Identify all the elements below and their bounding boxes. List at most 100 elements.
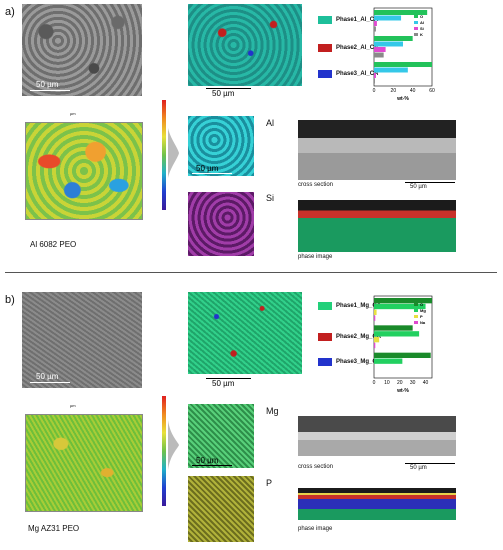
bar-Phase2_Mg_CA-Na xyxy=(374,342,376,349)
phase-image-caption: phase image xyxy=(298,526,333,532)
phase1-label: Phase1_Al_CA xyxy=(336,17,379,23)
bar-Phase2_Al_CA-O xyxy=(374,36,413,41)
legend-swatch-Na xyxy=(414,321,418,324)
topo-axis-ticks xyxy=(25,114,33,120)
scale-label: 50 µm xyxy=(36,80,59,89)
topography-al xyxy=(25,122,143,220)
scale-label: 50 µm xyxy=(212,89,235,98)
legend-label-Al: Al xyxy=(420,20,424,25)
scale-label: 50 µm xyxy=(36,372,59,381)
scale-bar xyxy=(30,90,70,91)
colorbar xyxy=(162,396,166,506)
x-tick-label: 40 xyxy=(423,380,429,386)
legend-swatch-Al xyxy=(414,21,418,24)
cross-section-al xyxy=(298,120,456,180)
legend-label-Na: Na xyxy=(420,320,426,325)
phase3-label: Phase3_Mg_CA xyxy=(336,359,382,365)
x-tick-label: 10 xyxy=(384,380,390,386)
legend-label-Mg: Mg xyxy=(420,308,426,313)
phase3-label: Phase3_Al_CA xyxy=(336,71,379,77)
scale-bar xyxy=(30,382,70,383)
scale-bar xyxy=(405,463,455,464)
phase1-label: Phase1_Mg_CA xyxy=(336,303,382,309)
phase-image-mg xyxy=(298,488,456,520)
scale-label: 50 µm xyxy=(410,184,427,190)
map-label-al: Al xyxy=(266,118,275,128)
map-label-si: Si xyxy=(266,193,275,203)
phase-map-mg xyxy=(188,292,302,374)
bar-Phase2_Mg_CA-P xyxy=(374,337,380,343)
bar-Phase2_Al_CA-K xyxy=(374,52,384,58)
bar-Phase3_Mg_CA-Mg xyxy=(374,358,403,364)
x-tick-label: 30 xyxy=(410,380,416,386)
x-tick-label: 60 xyxy=(429,88,435,94)
phase2-label: Phase2_Mg_CA xyxy=(336,334,382,340)
panel-divider xyxy=(5,272,497,273)
bar-Phase3_Al_CA-Al xyxy=(374,67,408,73)
legend-swatch-O xyxy=(414,303,418,306)
height-distribution xyxy=(168,420,179,470)
x-tick-label: 20 xyxy=(397,380,403,386)
scale-bar xyxy=(405,182,455,183)
legend-swatch-K xyxy=(414,33,418,36)
height-distribution xyxy=(168,128,179,178)
bar-Phase3_Mg_CA-O xyxy=(374,352,431,358)
phase3-swatch xyxy=(318,358,332,366)
bar-Phase3_Al_CA-O xyxy=(374,62,432,67)
scale-label: 50 µm xyxy=(212,379,235,388)
element-map-p xyxy=(188,476,254,542)
map-label-p: P xyxy=(266,478,273,488)
x-tick-label: 40 xyxy=(410,88,416,94)
scale-bar xyxy=(206,88,251,89)
legend-label-O: O xyxy=(420,14,423,19)
legend-label-P: P xyxy=(420,314,423,319)
bar-Phase1_Mg_CA-Mg xyxy=(374,303,426,310)
colorbar xyxy=(162,100,166,210)
scale-bar xyxy=(192,465,232,466)
cross-section-mg xyxy=(298,416,456,456)
element-map-si xyxy=(188,192,254,256)
legend-label-O: O xyxy=(420,302,423,307)
scale-label: 50 µm xyxy=(196,456,219,465)
sem-image-mg: 50 µm xyxy=(22,292,142,388)
legend-swatch-Si xyxy=(414,27,418,30)
topography-mg xyxy=(25,414,143,512)
cross-section-caption: cross section xyxy=(298,464,334,470)
phase-image-caption: phase image xyxy=(298,254,333,260)
scale-label: 50 µm xyxy=(196,164,219,173)
sample-label: Mg AZ31 PEO xyxy=(28,524,80,533)
x-tick-label: 0 xyxy=(373,380,376,386)
bar-Phase1_Mg_CA-P xyxy=(374,309,377,315)
scale-bar xyxy=(192,173,232,174)
bar-Phase1_Mg_CA-Na xyxy=(374,315,376,321)
x-tick-label: 0 xyxy=(373,88,376,94)
panel-b-letter: b) xyxy=(5,294,15,306)
legend-label-Si: Si xyxy=(420,26,424,31)
phase2-swatch xyxy=(318,44,332,52)
bar-Phase2_Al_CA-Al xyxy=(374,41,403,47)
sample-label: Al 6082 PEO xyxy=(30,240,77,249)
x-tick-label: 20 xyxy=(391,88,397,94)
topo-axis-unit: µm xyxy=(70,403,76,408)
legend-swatch-Mg xyxy=(414,309,418,312)
scale-bar xyxy=(206,378,251,379)
legend-swatch-O xyxy=(414,15,418,18)
legend-swatch-P xyxy=(414,315,418,318)
scale-label: 50 µm xyxy=(410,465,427,471)
sem-image-al: 50 µm xyxy=(22,4,142,96)
bar-Phase1_Al_CA-O xyxy=(374,10,428,15)
x-axis-label: wt-% xyxy=(396,388,409,394)
bar-Phase1_Mg_CA-O xyxy=(374,298,432,304)
bar-Phase3_Al_CA-K xyxy=(374,78,375,84)
phase3-swatch xyxy=(318,70,332,78)
phase-image-al xyxy=(298,200,456,252)
phase2-label: Phase2_Al_CA xyxy=(336,45,379,51)
element-map-al: 50 µm xyxy=(188,116,254,176)
bar-Phase2_Mg_CA-O xyxy=(374,325,413,331)
bar-Phase1_Al_CA-Si xyxy=(374,21,377,26)
cross-section-caption: cross section xyxy=(298,182,334,188)
bar-Phase2_Mg_CA-Mg xyxy=(374,331,420,337)
x-axis-label: wt-% xyxy=(396,96,409,102)
